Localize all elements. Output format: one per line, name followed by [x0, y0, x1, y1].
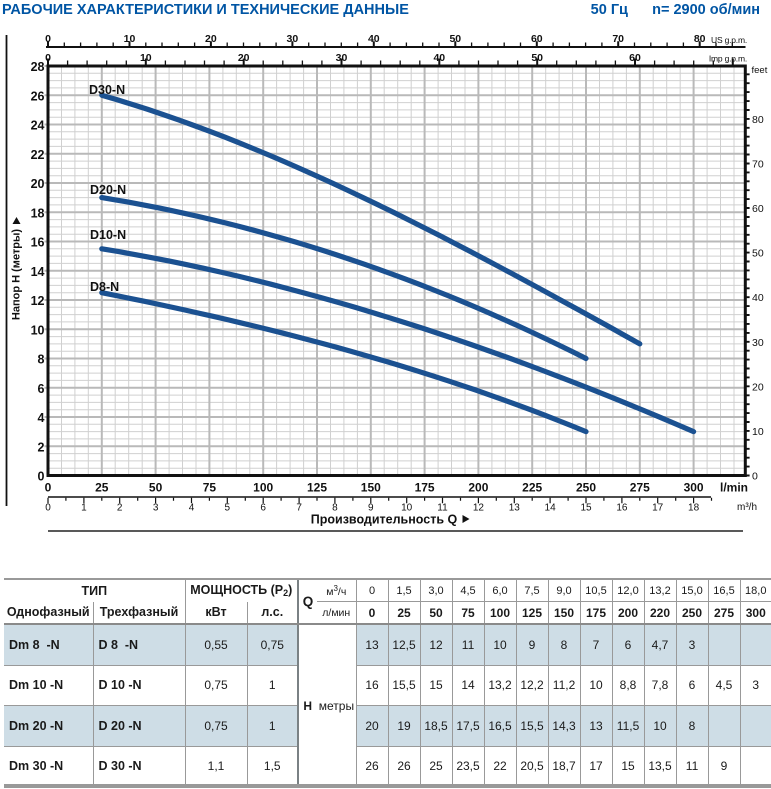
svg-text:18: 18 [688, 503, 700, 514]
svg-text:5: 5 [225, 503, 231, 514]
svg-text:40: 40 [752, 292, 764, 304]
svg-text:9: 9 [368, 503, 374, 514]
svg-text:D10-N: D10-N [90, 228, 126, 242]
svg-text:18: 18 [31, 206, 45, 220]
svg-text:2: 2 [117, 503, 123, 514]
svg-text:70: 70 [612, 33, 624, 45]
svg-text:80: 80 [694, 33, 706, 45]
svg-text:m³/h: m³/h [737, 502, 757, 513]
svg-text:22: 22 [31, 148, 45, 162]
svg-text:8: 8 [38, 353, 45, 367]
svg-text:30: 30 [287, 33, 299, 45]
svg-text:50: 50 [449, 33, 461, 45]
svg-text:175: 175 [415, 481, 435, 495]
svg-text:60: 60 [629, 52, 641, 64]
svg-text:275: 275 [630, 481, 650, 495]
svg-text:12: 12 [31, 294, 45, 308]
svg-text:20: 20 [205, 33, 217, 45]
svg-text:12: 12 [473, 503, 485, 514]
svg-text:feet: feet [752, 65, 768, 76]
svg-text:6: 6 [260, 503, 266, 514]
svg-text:10: 10 [401, 503, 413, 514]
svg-text:80: 80 [752, 114, 764, 126]
svg-text:0: 0 [45, 481, 52, 495]
svg-text:30: 30 [336, 52, 348, 64]
svg-text:28: 28 [31, 60, 45, 74]
svg-text:Производительность Q: Производительность Q [311, 513, 458, 527]
svg-text:26: 26 [31, 90, 45, 104]
svg-text:17: 17 [652, 503, 664, 514]
svg-text:D8-N: D8-N [90, 280, 119, 294]
svg-text:75: 75 [203, 481, 217, 495]
svg-text:8: 8 [332, 503, 338, 514]
svg-text:50: 50 [531, 52, 543, 64]
svg-text:US g.p.m.: US g.p.m. [711, 35, 747, 45]
svg-text:10: 10 [140, 52, 152, 64]
svg-text:1: 1 [81, 503, 87, 514]
svg-text:D20-N: D20-N [90, 183, 126, 197]
svg-text:50: 50 [752, 248, 764, 260]
svg-text:0: 0 [45, 33, 51, 45]
svg-text:50: 50 [149, 481, 163, 495]
svg-text:125: 125 [307, 481, 327, 495]
svg-text:14: 14 [31, 265, 45, 279]
svg-text:24: 24 [31, 119, 45, 133]
svg-text:3: 3 [153, 503, 159, 514]
svg-text:300: 300 [684, 481, 704, 495]
svg-text:150: 150 [361, 481, 381, 495]
svg-text:40: 40 [368, 33, 380, 45]
svg-text:16: 16 [616, 503, 628, 514]
svg-text:Напор H (метры): Напор H (метры) [11, 229, 23, 320]
svg-text:40: 40 [433, 52, 445, 64]
svg-text:2: 2 [38, 440, 45, 454]
svg-text:l/min: l/min [720, 481, 748, 495]
svg-text:16: 16 [31, 236, 45, 250]
svg-text:0: 0 [38, 470, 45, 484]
svg-text:250: 250 [576, 481, 596, 495]
svg-text:10: 10 [31, 323, 45, 337]
svg-text:70: 70 [752, 159, 764, 171]
svg-text:30: 30 [752, 337, 764, 349]
svg-text:10: 10 [124, 33, 136, 45]
svg-text:0: 0 [45, 52, 51, 64]
svg-text:20: 20 [238, 52, 250, 64]
svg-text:60: 60 [531, 33, 543, 45]
svg-text:7: 7 [296, 503, 302, 514]
svg-text:Imp g.p.m.: Imp g.p.m. [709, 54, 747, 64]
svg-text:0: 0 [752, 471, 758, 483]
svg-text:0: 0 [45, 503, 51, 514]
svg-text:14: 14 [545, 503, 557, 514]
svg-text:11: 11 [437, 503, 448, 514]
svg-text:D30-N: D30-N [89, 83, 125, 97]
svg-text:10: 10 [752, 426, 764, 438]
svg-text:4: 4 [189, 503, 195, 514]
svg-text:60: 60 [752, 203, 764, 215]
svg-text:100: 100 [253, 481, 273, 495]
svg-text:15: 15 [580, 503, 592, 514]
svg-text:20: 20 [31, 177, 45, 191]
svg-text:6: 6 [38, 382, 45, 396]
svg-text:4: 4 [38, 411, 45, 425]
svg-text:13: 13 [509, 503, 521, 514]
svg-text:200: 200 [468, 481, 488, 495]
svg-text:20: 20 [752, 381, 764, 393]
svg-text:225: 225 [522, 481, 542, 495]
svg-text:25: 25 [95, 481, 109, 495]
